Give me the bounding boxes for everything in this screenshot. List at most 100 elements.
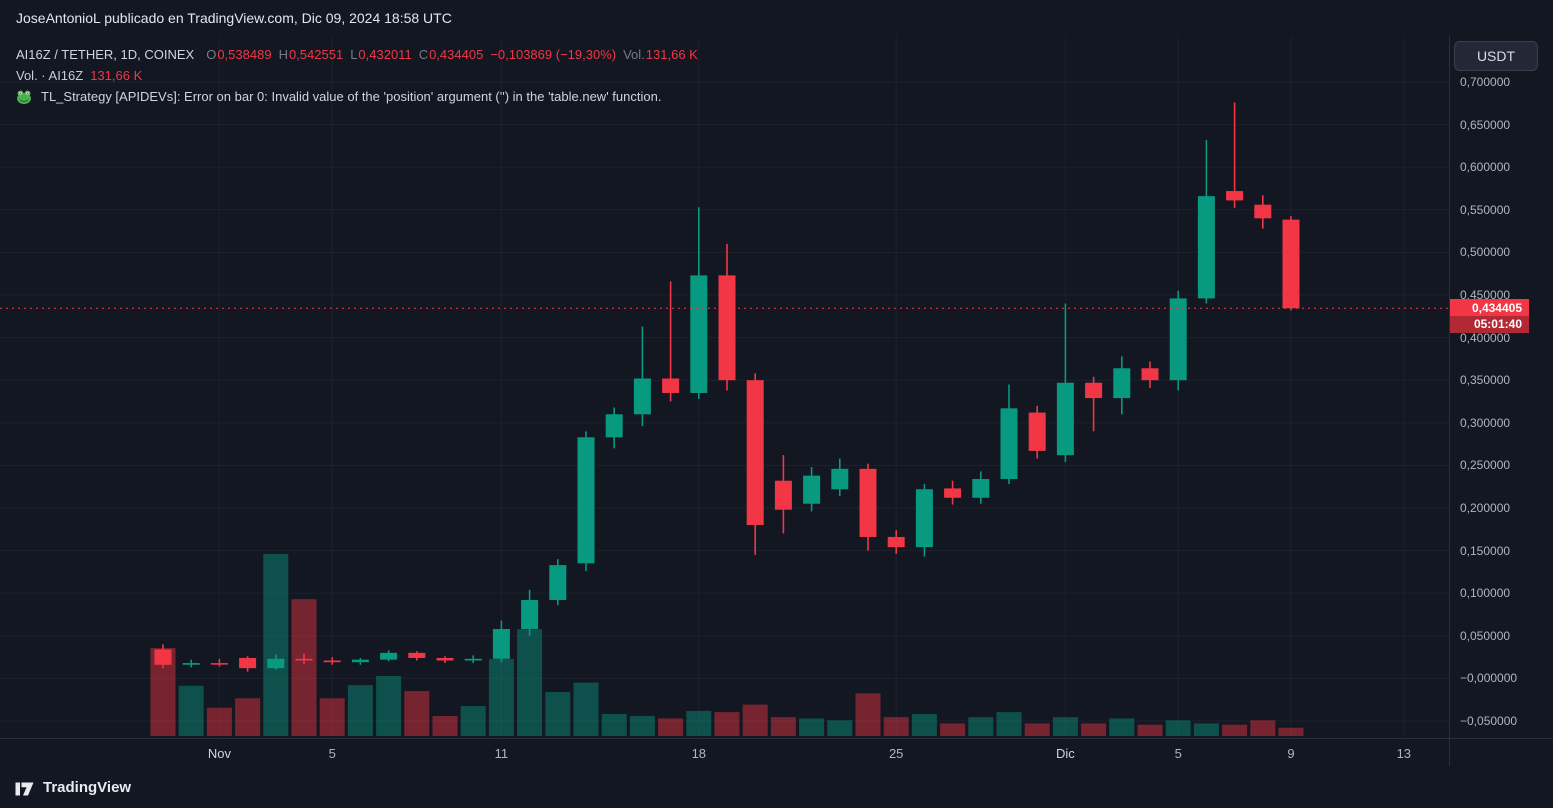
- volume-bar: [432, 716, 458, 736]
- chart-legend: AI16Z / TETHER, 1D, COINEX O0,538489 H0,…: [16, 44, 698, 107]
- ohlc-open: O0,538489: [206, 47, 271, 62]
- high-value: 0,542551: [288, 47, 344, 62]
- volume-bar: [263, 553, 289, 736]
- candle-body: [944, 488, 962, 498]
- low-label: L: [350, 47, 358, 62]
- price-chart[interactable]: [0, 36, 1449, 738]
- time-axis[interactable]: Nov 5 11 18 25 Dic 5 9 13: [0, 738, 1553, 766]
- candle-body: [182, 663, 200, 665]
- volume-value: 131,66 K: [645, 47, 698, 62]
- chart-pane[interactable]: AI16Z / TETHER, 1D, COINEX O0,538489 H0,…: [0, 36, 1449, 738]
- volume-bar: [686, 710, 712, 736]
- last-price-value: 0,434405: [1450, 299, 1529, 317]
- price-axis-label: 0,400000: [1460, 330, 1511, 345]
- candle-body: [690, 275, 708, 393]
- footer-bar: TradingView: [0, 766, 1553, 808]
- price-axis-label: 0,050000: [1460, 628, 1511, 643]
- brand-name[interactable]: TradingView: [43, 778, 132, 796]
- open-value: 0,538489: [217, 47, 272, 62]
- volume-bar: [1137, 724, 1163, 736]
- volume-bar: [1278, 727, 1304, 736]
- candle-body: [774, 480, 792, 510]
- candle-body: [239, 657, 257, 669]
- candle-body: [1028, 412, 1046, 451]
- currency-toggle-button[interactable]: USDT: [1454, 41, 1538, 71]
- candle-body: [436, 657, 454, 661]
- volume-bar: [1250, 720, 1276, 736]
- candle-body: [408, 652, 426, 658]
- candle-body: [154, 649, 172, 665]
- price-axis-label: 0,500000: [1460, 245, 1511, 260]
- candle-body: [295, 658, 313, 661]
- close-value: 0,434405: [429, 47, 484, 62]
- candle-body: [718, 275, 736, 381]
- candle-body: [267, 658, 285, 669]
- volume-bar: [940, 723, 966, 736]
- volume-bar: [629, 715, 655, 736]
- bar-countdown: 05:01:40: [1450, 316, 1529, 334]
- time-axis-label: 18: [691, 746, 707, 761]
- price-axis-label: 0,250000: [1460, 458, 1511, 473]
- volume-bar: [1024, 723, 1050, 736]
- volume-bar: [404, 691, 430, 736]
- volume-bar: [1081, 723, 1107, 736]
- time-axis-label: 5: [1174, 746, 1182, 761]
- time-axis-label: 5: [328, 746, 336, 761]
- volume-bar: [658, 718, 684, 736]
- time-axis-label: 9: [1287, 746, 1295, 761]
- candle-body: [1282, 219, 1300, 309]
- change-value: −0,103869 (−19,30%): [490, 47, 617, 62]
- candle-body: [323, 660, 341, 663]
- price-axis[interactable]: USDT 0,434405 05:01:40 0,700000 0,650000 0…: [1449, 36, 1553, 766]
- published-text: JoseAntonioL publicado en TradingView.co…: [16, 10, 452, 26]
- price-axis-label: 0,450000: [1460, 288, 1511, 302]
- symbol-title[interactable]: AI16Z / TETHER, 1D, COINEX: [16, 47, 195, 62]
- volume-bar: [996, 712, 1022, 736]
- candle-body: [1056, 382, 1074, 456]
- volume-summary: Vol.131,66 K: [623, 47, 698, 62]
- candle-body: [577, 437, 595, 564]
- volume-bar: [770, 717, 796, 736]
- volume-bar: [545, 692, 571, 736]
- ohlc-close: C0,434405: [419, 47, 484, 62]
- frog-icon: [16, 89, 32, 105]
- price-axis-label: 0,600000: [1460, 160, 1511, 175]
- volume-bar: [376, 676, 402, 736]
- candle-body: [859, 468, 877, 537]
- volume-bar: [714, 712, 740, 736]
- volume-bar: [517, 629, 543, 736]
- ohlc-low: L0,432011: [350, 47, 412, 62]
- price-axis-label: 0,200000: [1460, 501, 1511, 515]
- strategy-error-text[interactable]: TL_Strategy [APIDEVs]: Error on bar 0: I…: [41, 89, 662, 104]
- open-label: O: [206, 47, 217, 62]
- candle-body: [492, 628, 510, 659]
- volume-bar: [1052, 717, 1078, 736]
- last-price-badge: 0,434405 05:01:40: [1450, 299, 1529, 334]
- volume-bar: [460, 706, 486, 736]
- candle-body: [1000, 408, 1018, 480]
- candle-body: [549, 565, 567, 601]
- volume-bar: [235, 698, 261, 736]
- price-axis-label: 0,150000: [1460, 543, 1511, 558]
- volume-bar: [827, 720, 853, 736]
- volume-bar: [573, 682, 599, 736]
- volume-indicator-value: 131,66 K: [90, 68, 143, 83]
- volume-bar: [1193, 723, 1219, 736]
- tradingview-logo-icon[interactable]: [14, 777, 35, 798]
- volume-bar: [291, 599, 317, 736]
- time-axis-label: Nov: [207, 746, 231, 761]
- candle-body: [605, 414, 623, 438]
- low-value: 0,432011: [358, 47, 412, 62]
- volume-bar: [799, 718, 825, 736]
- volume-bar: [488, 659, 514, 736]
- candle-body: [803, 475, 821, 504]
- legend-strategy-row: TL_Strategy [APIDEVs]: Error on bar 0: I…: [16, 86, 698, 107]
- candle-body: [521, 600, 539, 629]
- volume-indicator-label[interactable]: Vol. · AI16Z: [16, 68, 84, 83]
- time-axis-label: Dic: [1056, 746, 1075, 761]
- price-axis-label: 0,650000: [1460, 117, 1511, 132]
- price-axis-label: 0,550000: [1460, 202, 1511, 217]
- volume-bar: [178, 685, 204, 736]
- candle-body: [1254, 204, 1272, 219]
- candle-body: [351, 659, 369, 663]
